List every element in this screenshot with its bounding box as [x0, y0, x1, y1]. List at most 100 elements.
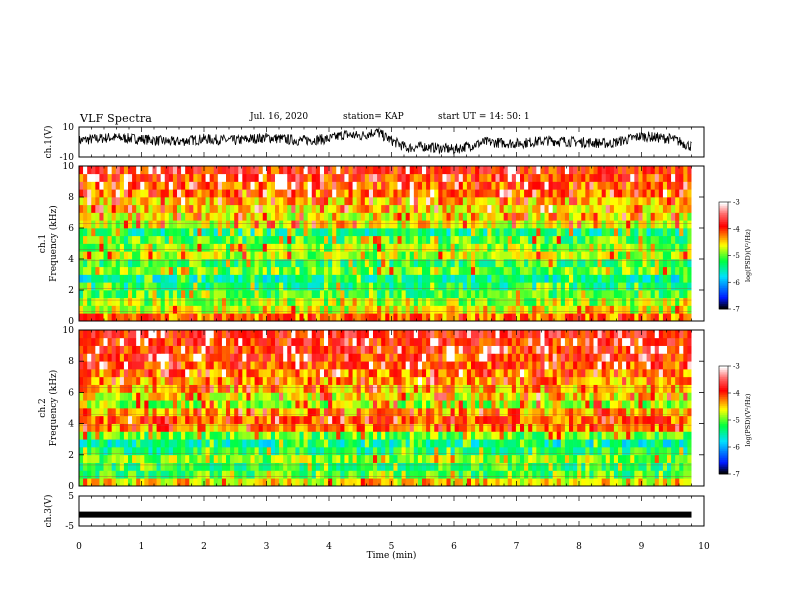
spectro-cell [364, 297, 370, 306]
spectro-cell [450, 243, 456, 252]
spectro-cell [622, 166, 627, 175]
spectro-cell [397, 251, 402, 260]
spectro-cell [446, 415, 451, 424]
spectro-cell [658, 282, 664, 291]
spectro-cell [328, 220, 333, 229]
spectro-cell [287, 243, 292, 252]
spectro-cell [667, 423, 672, 432]
spectro-cell [91, 415, 96, 424]
spectro-cell [79, 282, 84, 291]
spectro-cell [156, 282, 162, 291]
spectro-cell [307, 181, 313, 190]
spectro-cell [79, 173, 84, 182]
spectro-cell [91, 408, 96, 417]
spectro-cell [91, 274, 96, 283]
spectro-cell [201, 454, 206, 463]
spectro-cell [373, 173, 378, 182]
spectro-cell [234, 439, 239, 448]
spectro-cell [377, 313, 382, 322]
spectro-cell [667, 181, 672, 190]
spectro-cell [119, 415, 125, 424]
spectro-cell [393, 297, 398, 306]
spectro-cell [683, 266, 688, 275]
spectro-cell [479, 415, 484, 424]
spectro-cell [634, 235, 639, 244]
spectro-cell [189, 447, 194, 456]
spectro-cell [185, 166, 190, 175]
spectro-cell [177, 305, 182, 314]
spectro-cell [601, 197, 607, 206]
spectro-cell [389, 235, 394, 244]
spectro-cell [487, 305, 492, 314]
spectro-cell [409, 181, 415, 190]
spectro-cell [430, 478, 435, 487]
spectro-cell [487, 290, 492, 299]
spectro-cell [605, 274, 611, 283]
spectro-cell [156, 189, 162, 198]
spectro-cell [483, 439, 488, 448]
spectro-cell [613, 439, 619, 448]
spectro-cell [311, 204, 317, 213]
spectro-cell [507, 243, 513, 252]
spectro-cell [524, 290, 529, 299]
spectro-cell [156, 243, 162, 252]
spectro-cell [258, 423, 264, 432]
spectro-cell [226, 189, 231, 198]
spectro-cell [454, 290, 460, 299]
spectro-cell [458, 204, 464, 213]
spectro-cell [532, 266, 537, 275]
spectro-cell [160, 305, 166, 314]
spectro-cell [622, 173, 627, 182]
spectro-cell [87, 400, 92, 409]
spectro-cell [332, 297, 337, 306]
spectro-cell [401, 313, 407, 322]
spectro-cell [634, 478, 639, 487]
spectro-cell [679, 431, 684, 440]
spectro-cell [287, 251, 292, 260]
spectro-cell [487, 181, 492, 190]
spectro-cell [115, 470, 121, 479]
spectro-cell [593, 235, 598, 244]
spectro-cell [91, 259, 96, 268]
spectro-cell [560, 447, 566, 456]
spectro-cell [364, 290, 370, 299]
spectro-cell [315, 197, 321, 206]
spectro-cell [536, 415, 541, 424]
spectro-cell [217, 297, 223, 306]
spectro-cell [377, 173, 382, 182]
spectro-cell [193, 235, 198, 244]
spectro-cell [336, 305, 341, 314]
spectro-cell [560, 204, 566, 213]
spectro-cell [275, 447, 280, 456]
spectro-cell [495, 454, 500, 463]
spectro-cell [377, 251, 382, 260]
spectro-cell [446, 173, 451, 182]
spectro-cell [303, 235, 309, 244]
spectro-cell [511, 173, 517, 182]
spectro-cell [213, 166, 219, 175]
spectro-cell [373, 282, 378, 291]
spectro-cell [79, 478, 84, 487]
spectro-cell [364, 228, 370, 237]
spectro-cell [160, 415, 166, 424]
spectro-cell [246, 462, 251, 471]
spectro-cell [348, 415, 353, 424]
spectro-cell [128, 431, 133, 440]
spectro-cell [581, 166, 586, 175]
colorbar-cell [719, 262, 728, 265]
spectro-cell [548, 431, 554, 440]
spectro-cell [569, 228, 574, 237]
spectro-cell [646, 274, 652, 283]
spectro-cell [123, 235, 129, 244]
spectro-cell [152, 470, 157, 479]
spectro-cell [193, 166, 198, 175]
spectro-cell [340, 220, 345, 229]
colorbar-cell [719, 278, 728, 281]
spectro-cell [295, 274, 300, 283]
spectro-cell [548, 243, 554, 252]
spectro-cell [458, 228, 464, 237]
spectro-cell [275, 431, 280, 440]
spectro-cell [593, 297, 598, 306]
spectro-cell [189, 313, 194, 322]
spectro-cell [156, 431, 162, 440]
